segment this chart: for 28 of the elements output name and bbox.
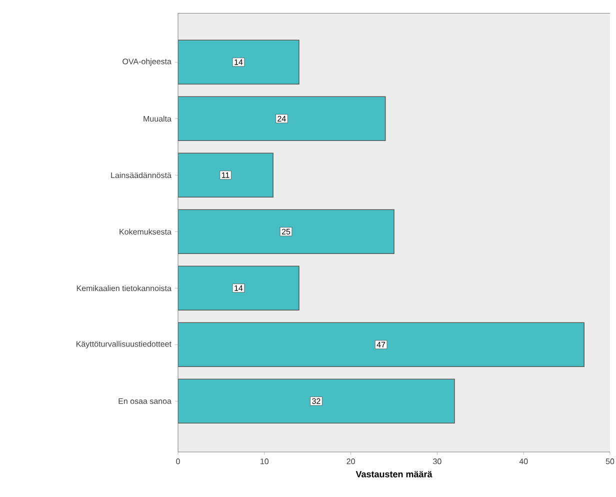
bar xyxy=(178,266,300,311)
x-tick-label: 40 xyxy=(519,458,528,464)
data-label: 32 xyxy=(312,398,320,404)
y-tick-label: OVA-ohjeesta xyxy=(122,58,172,66)
bar xyxy=(178,40,300,85)
y-tick-label: Kemikaalien tietokannoista xyxy=(76,285,172,292)
x-axis-title: Vastausten määrä xyxy=(356,471,432,478)
bar xyxy=(178,96,386,142)
bar xyxy=(178,152,274,198)
y-tick-label: Lainsäädännöstä xyxy=(111,172,172,178)
bar xyxy=(178,378,455,424)
data-label: 24 xyxy=(278,116,286,122)
x-tick-label: 20 xyxy=(346,458,355,464)
y-tick-label: Kokemuksesta xyxy=(120,228,172,235)
bar xyxy=(178,322,584,368)
data-label: 14 xyxy=(234,285,243,291)
x-tick-label: 30 xyxy=(433,458,442,464)
y-tick-label: Käyttöturvallisuustiedotteet xyxy=(76,340,172,348)
x-tick-label: 10 xyxy=(260,458,269,464)
data-label: 47 xyxy=(376,342,386,348)
bar xyxy=(178,209,394,254)
data-label: 11 xyxy=(222,172,230,178)
y-tick-label: En osaa sanoa xyxy=(118,398,172,404)
data-label: 14 xyxy=(234,59,243,65)
x-tick-label: 50 xyxy=(606,458,614,464)
data-label: 25 xyxy=(282,228,290,234)
y-tick-label: Muualta xyxy=(144,116,172,122)
x-tick-label: 0 xyxy=(176,458,180,464)
